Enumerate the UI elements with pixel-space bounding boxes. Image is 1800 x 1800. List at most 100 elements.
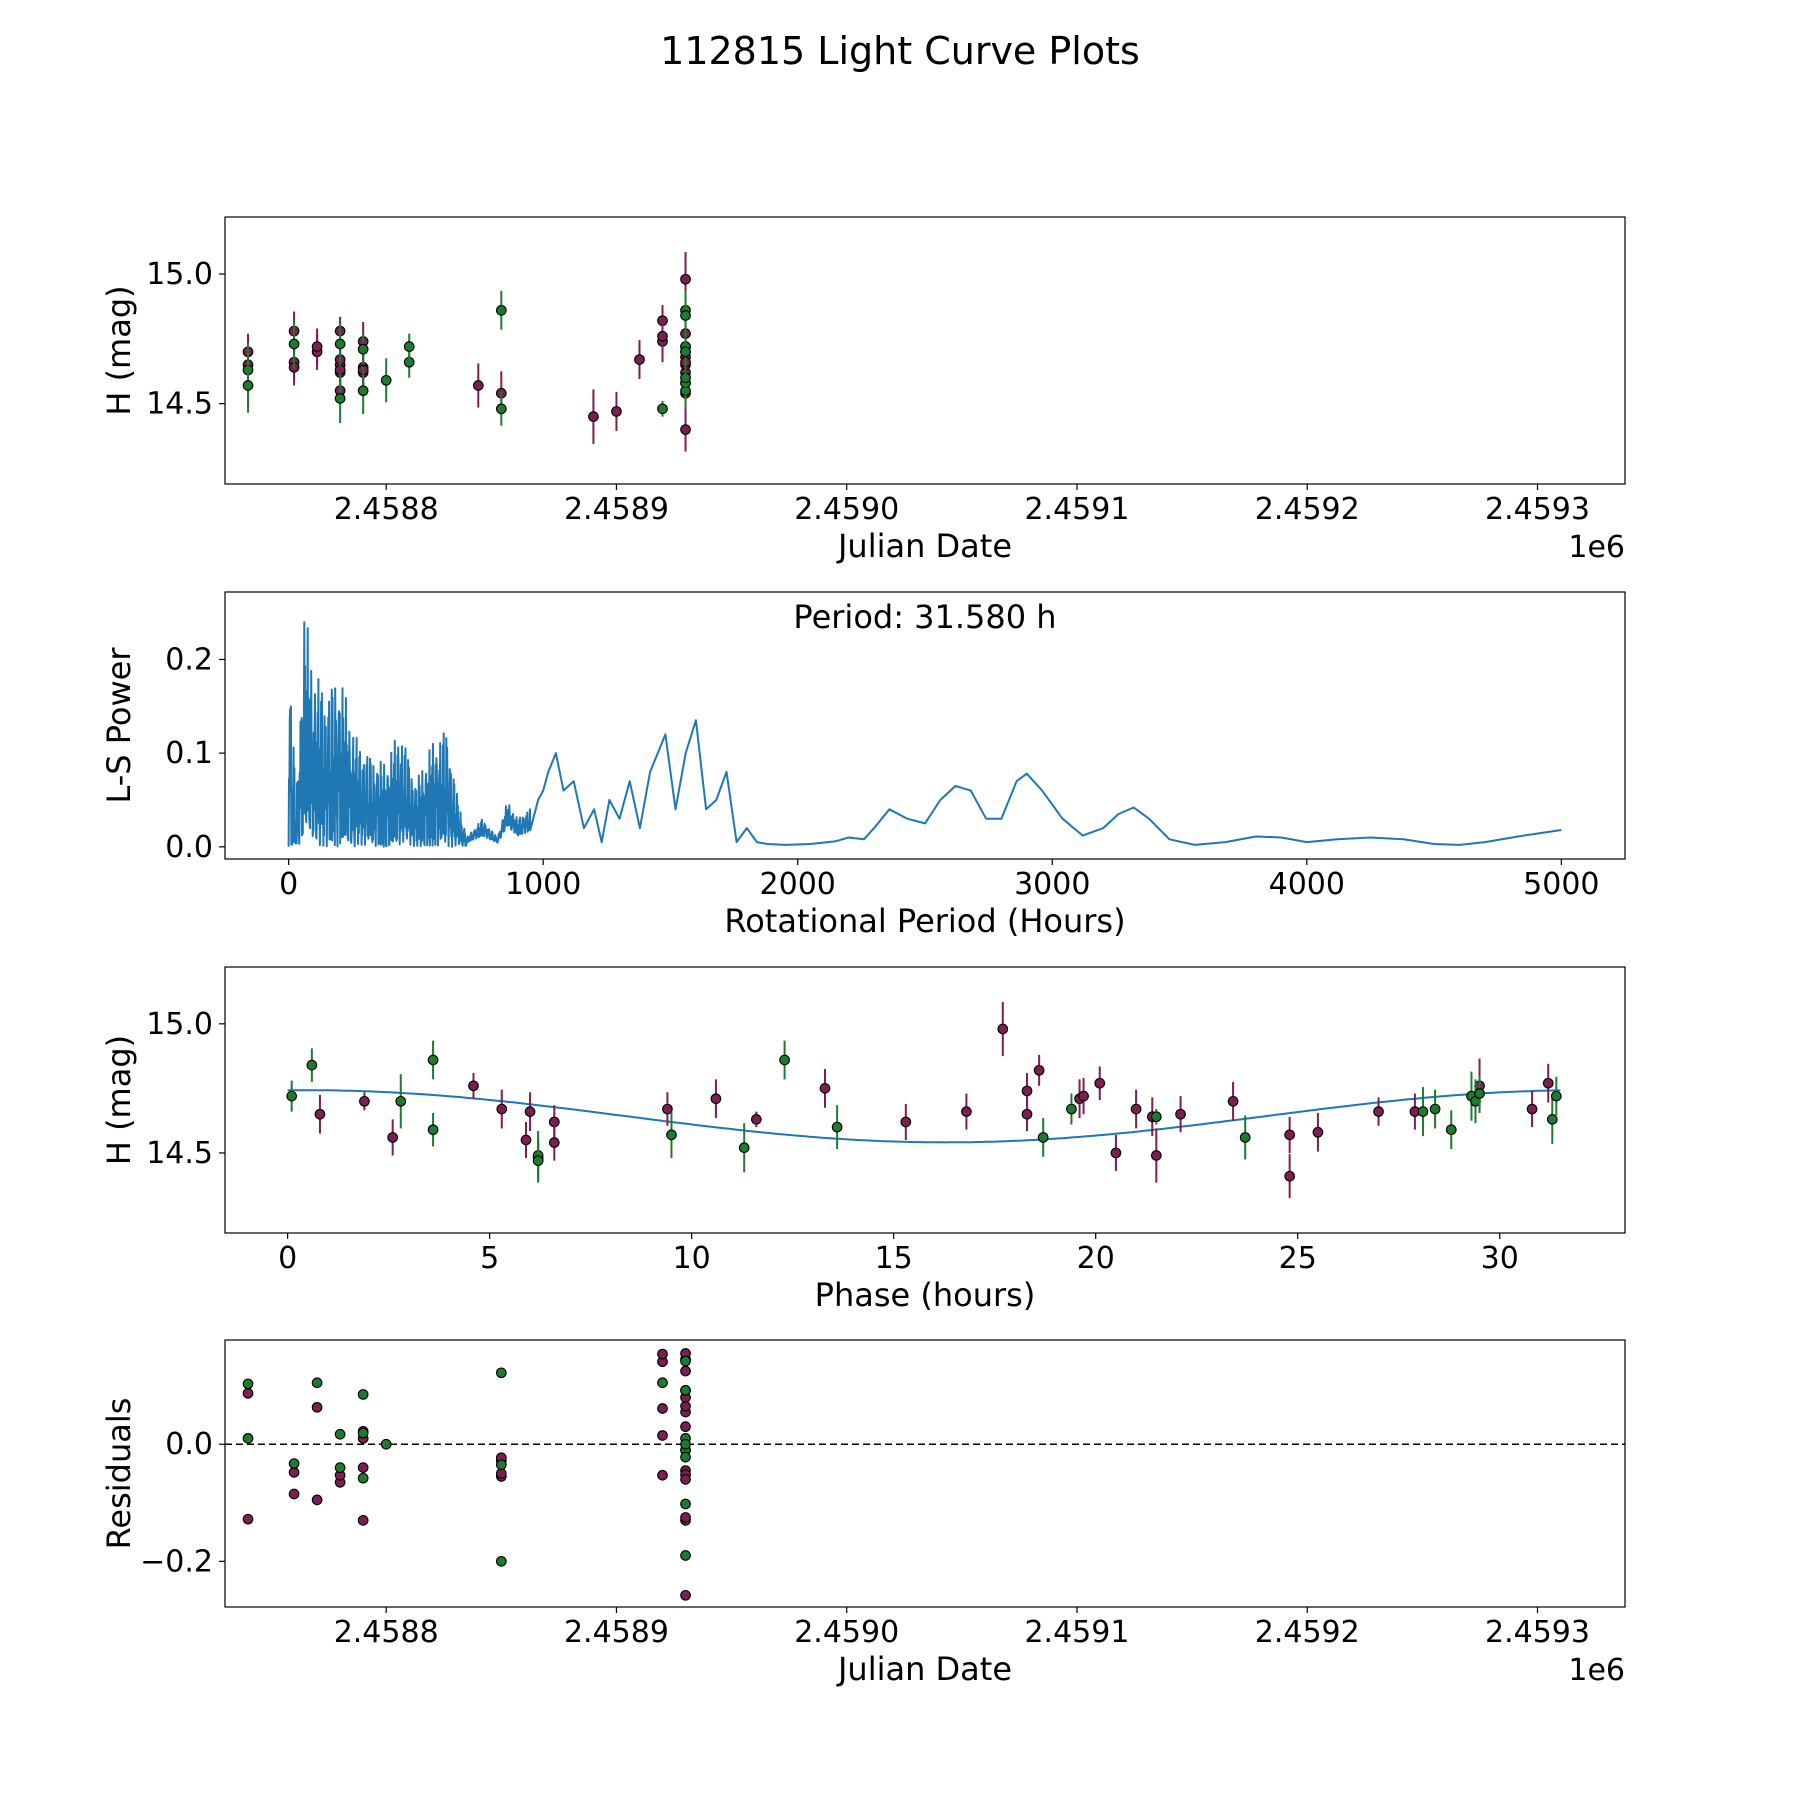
data-point-green (495, 1459, 507, 1471)
y-axis-label: H (mag) (100, 1035, 138, 1165)
x-tick-label: 2.4591 (1024, 492, 1129, 527)
x-tick-label: 2.4588 (334, 492, 439, 527)
data-point-purple (611, 406, 622, 417)
data-point-purple (1227, 1095, 1239, 1107)
data-point-green (1150, 1111, 1162, 1123)
data-point-green (357, 1389, 369, 1400)
data-point-purple (1373, 1106, 1384, 1117)
data-point-purple (387, 1132, 399, 1143)
data-point-green (357, 1472, 369, 1484)
data-point-green (334, 1428, 346, 1440)
data-point-purple (334, 364, 346, 376)
y-axis-label: H (mag) (100, 285, 138, 415)
x-tick-label: 2.4590 (794, 1615, 899, 1650)
data-point-green (242, 1433, 254, 1444)
x-tick-label: 2.4590 (794, 492, 899, 527)
data-point-purple (1033, 1064, 1045, 1076)
data-point-purple (680, 1421, 691, 1433)
data-point-purple (710, 1093, 722, 1105)
data-point-purple (657, 1348, 668, 1360)
chart-res: 2.4588 2.4589 2.4590 2.4591 2.4592 2.4593 −0.2… (100, 1339, 1626, 1688)
chart-lc: 2.4588 2.4589 2.4590 2.4591 2.4592 2.4593 14.5… (100, 216, 1626, 565)
data-point-purple (680, 1589, 691, 1601)
x-axis-label: Phase (hours) (815, 1276, 1036, 1314)
data-point-green (680, 346, 691, 358)
data-point-green (380, 374, 392, 386)
data-point-green (738, 1142, 750, 1154)
data-point-purple (1542, 1077, 1554, 1089)
data-point-purple (900, 1116, 912, 1128)
data-point-purple (495, 1468, 507, 1479)
data-point-green (1550, 1090, 1562, 1102)
data-point-green (1474, 1088, 1485, 1099)
data-point-green (288, 1458, 300, 1469)
y-tick-label: 15.0 (146, 1007, 213, 1042)
data-point-purple (657, 1403, 668, 1414)
data-point-green (242, 380, 254, 391)
x-tick-label: 0 (279, 867, 298, 902)
data-point-purple (468, 1080, 479, 1092)
y-tick-label: 0.0 (165, 830, 213, 865)
data-point-green (680, 1498, 691, 1510)
x-tick-label: 2.4593 (1485, 1615, 1590, 1650)
data-point-green (334, 1462, 346, 1473)
data-point-purple (680, 1512, 691, 1523)
plot-frame (224, 591, 1626, 860)
chart-phase: 0 5 10 15 20 25 30 14.5 15.0 Phase (hours) H (mag) (100, 966, 1626, 1314)
data-point-purple (588, 411, 599, 422)
data-point-green (1066, 1103, 1077, 1115)
data-point-green (495, 403, 507, 415)
data-point-purple (288, 1466, 300, 1478)
x-tick-label: 2.4589 (564, 1615, 669, 1650)
data-point-purple (1110, 1147, 1122, 1159)
data-point-purple (1021, 1108, 1033, 1120)
data-point-purple (680, 1365, 691, 1377)
y-tick-label: −0.2 (140, 1544, 213, 1579)
x-tick-label: 1000 (505, 867, 581, 902)
y-axis-label: L-S Power (100, 647, 138, 804)
x-tick-label: 5000 (1523, 867, 1599, 902)
x-tick-label: 5 (480, 1241, 499, 1276)
y-tick-label: 0.2 (165, 642, 213, 677)
data-point-purple (357, 1462, 369, 1473)
data-point-purple (1150, 1150, 1162, 1161)
data-point-green (680, 1385, 691, 1396)
data-point-green (680, 1451, 691, 1463)
data-point-purple (288, 1488, 300, 1500)
data-point-green (657, 1377, 668, 1389)
data-point-purple (634, 354, 645, 365)
periodogram-line (287, 621, 1562, 848)
data-point-green (680, 1550, 691, 1561)
data-point-purple (1312, 1126, 1324, 1138)
y-tick-label: 14.5 (146, 1136, 213, 1171)
data-point-purple (657, 1430, 668, 1441)
data-point-purple (242, 1513, 254, 1525)
data-point-green (311, 1377, 323, 1389)
data-point-green (1546, 1114, 1558, 1125)
y-tick-label: 14.5 (146, 387, 213, 422)
data-point-purple (997, 1023, 1009, 1035)
y-tick-label: 0.0 (165, 1427, 213, 1462)
y-axis-label: Residuals (100, 1398, 138, 1550)
x-tick-label: 2.4591 (1024, 1615, 1129, 1650)
data-point-green (357, 385, 369, 397)
data-point-purple (1175, 1108, 1186, 1120)
data-point-green (1037, 1132, 1049, 1143)
plot-frame (224, 1339, 1626, 1608)
data-point-purple (1284, 1170, 1295, 1182)
data-point-purple (1078, 1090, 1089, 1102)
data-point-green (334, 338, 346, 350)
data-point-green (680, 310, 691, 321)
x-tick-label: 2.4589 (564, 492, 669, 527)
x-axis-label: Julian Date (836, 527, 1012, 565)
data-point-green (831, 1121, 843, 1133)
data-point-green (306, 1059, 318, 1071)
data-point-purple (472, 380, 484, 391)
plot-frame (224, 216, 1626, 485)
data-point-purple (1526, 1103, 1538, 1115)
data-point-purple (520, 1134, 532, 1146)
data-point-green (1429, 1103, 1441, 1115)
x-tick-label: 0 (278, 1241, 297, 1276)
data-point-purple (1130, 1103, 1142, 1115)
